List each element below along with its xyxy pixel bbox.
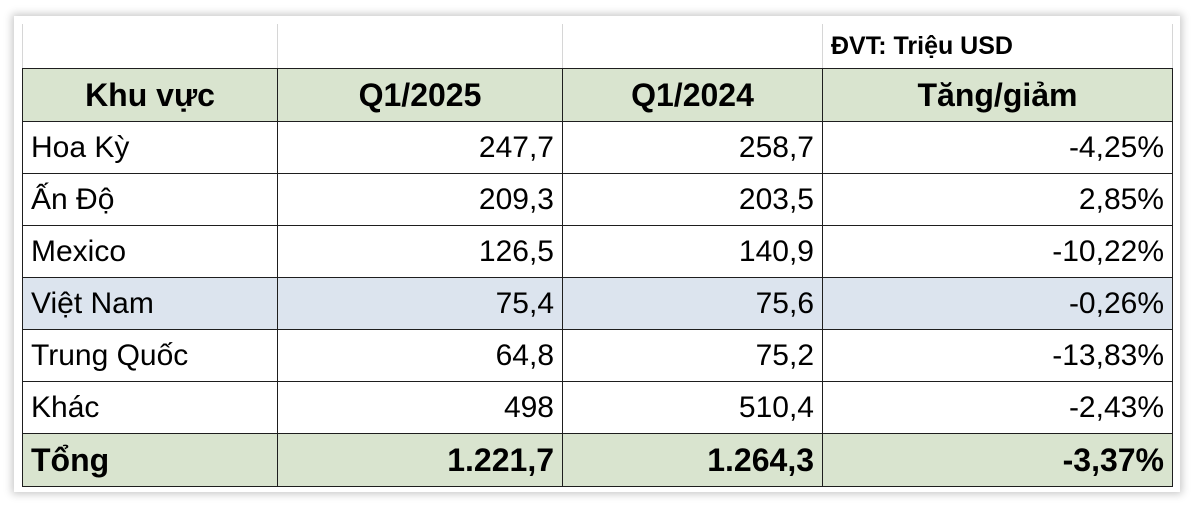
region-cell: Hoa Kỳ (22, 121, 278, 174)
unit-row-cell-blank (22, 24, 278, 69)
q1-2025-cell: 209,3 (277, 173, 563, 226)
q1-2024-cell: 140,9 (562, 225, 823, 278)
change-cell: -0,26% (822, 277, 1173, 330)
total-q1-2025: 1.221,7 (277, 433, 563, 487)
table-row: Ấn Độ 209,3 203,5 2,85% (22, 173, 1173, 226)
column-header-q1-2024: Q1/2024 (562, 68, 823, 122)
change-cell: -4,25% (822, 121, 1173, 174)
q1-2024-cell: 258,7 (562, 121, 823, 174)
header-row: Khu vực Q1/2025 Q1/2024 Tăng/giảm (22, 68, 1173, 122)
table-frame: ĐVT: Triệu USD Khu vực Q1/2025 Q1/2024 T… (14, 16, 1180, 492)
q1-2025-cell: 64,8 (277, 329, 563, 382)
total-q1-2024: 1.264,3 (562, 433, 823, 487)
table-row: Mexico 126,5 140,9 -10,22% (22, 225, 1173, 278)
total-label: Tổng (22, 433, 278, 487)
region-cell: Trung Quốc (22, 329, 278, 382)
unit-row-cell-blank (277, 24, 563, 69)
q1-2024-cell: 203,5 (562, 173, 823, 226)
q1-2025-cell: 247,7 (277, 121, 563, 174)
unit-label: ĐVT: Triệu USD (822, 24, 1173, 69)
table-body: ĐVT: Triệu USD Khu vực Q1/2025 Q1/2024 T… (22, 24, 1173, 487)
q1-2024-cell: 75,2 (562, 329, 823, 382)
region-cell: Khác (22, 381, 278, 434)
table-row: Khác 498 510,4 -2,43% (22, 381, 1173, 434)
column-header-change: Tăng/giảm (822, 68, 1173, 122)
region-cell: Ấn Độ (22, 173, 278, 226)
unit-row-cell-blank (562, 24, 823, 69)
change-cell: -10,22% (822, 225, 1173, 278)
q1-2025-cell: 126,5 (277, 225, 563, 278)
export-table: ĐVT: Triệu USD Khu vực Q1/2025 Q1/2024 T… (22, 24, 1173, 487)
column-header-region: Khu vực (22, 68, 278, 122)
region-cell: Mexico (22, 225, 278, 278)
change-cell: -13,83% (822, 329, 1173, 382)
unit-row: ĐVT: Triệu USD (22, 24, 1173, 69)
table-row: Trung Quốc 64,8 75,2 -13,83% (22, 329, 1173, 382)
change-cell: 2,85% (822, 173, 1173, 226)
q1-2024-cell: 75,6 (562, 277, 823, 330)
column-header-q1-2025: Q1/2025 (277, 68, 563, 122)
q1-2025-cell: 75,4 (277, 277, 563, 330)
q1-2025-cell: 498 (277, 381, 563, 434)
total-row: Tổng 1.221,7 1.264,3 -3,37% (22, 433, 1173, 487)
table-row: Hoa Kỳ 247,7 258,7 -4,25% (22, 121, 1173, 174)
total-change: -3,37% (822, 433, 1173, 487)
region-cell: Việt Nam (22, 277, 278, 330)
change-cell: -2,43% (822, 381, 1173, 434)
table-row-highlighted: Việt Nam 75,4 75,6 -0,26% (22, 277, 1173, 330)
q1-2024-cell: 510,4 (562, 381, 823, 434)
